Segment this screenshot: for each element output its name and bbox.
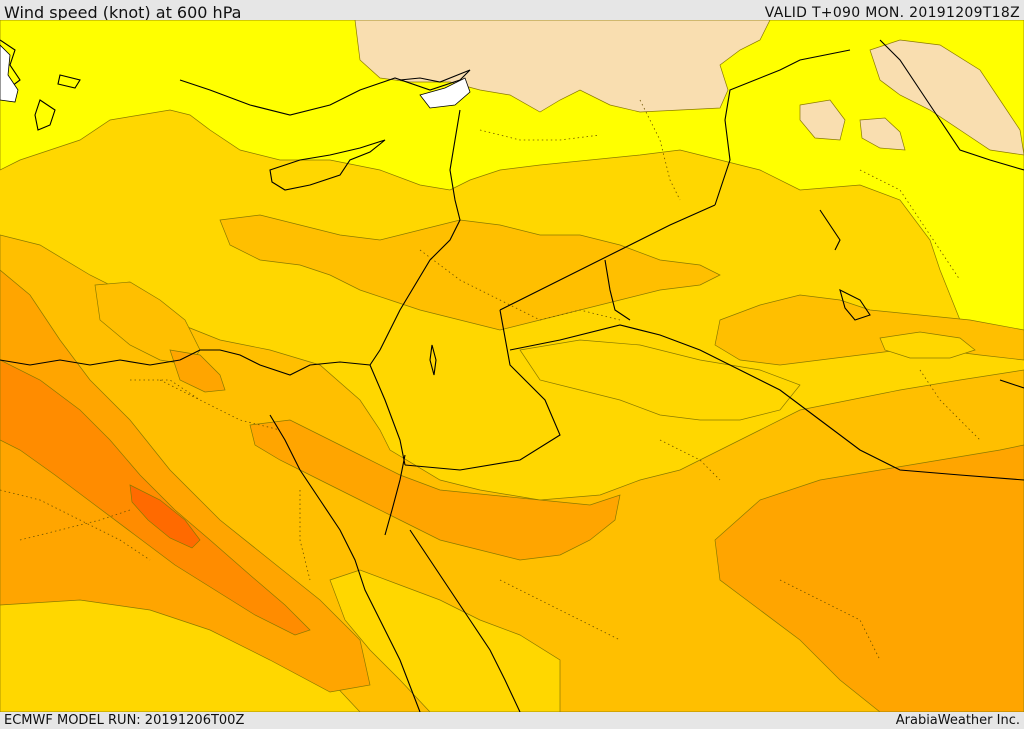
band-25-30-north [219, 214, 721, 331]
valid-time: VALID T+090 MON. 20191209T18Z [764, 5, 1020, 21]
calm-patch [419, 77, 471, 109]
band-30-35-patch [169, 349, 226, 393]
band-15-20 [0, 20, 1024, 351]
band-40-45 [129, 484, 201, 549]
band-10-15-east [869, 39, 1024, 156]
credit: ArabiaWeather Inc. [895, 713, 1020, 728]
band-10-15-patch [799, 99, 846, 141]
wind-speed-map[interactable] [0, 20, 1024, 712]
band-30-35-egypt [249, 419, 621, 561]
band-30-35 [0, 269, 371, 693]
band-20-25-sinai [329, 569, 561, 712]
header-bar: Wind speed (knot) at 600 hPa VALID T+090… [0, 0, 1024, 22]
band-10-15 [354, 20, 771, 113]
band-30-35-east [714, 444, 1024, 712]
model-run: ECMWF MODEL RUN: 20191206T00Z [4, 713, 245, 728]
calm-patch-west [0, 44, 19, 103]
band-20-25-patch [879, 331, 976, 359]
map-title: Wind speed (knot) at 600 hPa [4, 3, 242, 22]
footer-bar: ECMWF MODEL RUN: 20191206T00Z ArabiaWeat… [0, 712, 1024, 729]
band-10-15-patch2 [859, 117, 906, 151]
band-20-25-south [519, 339, 801, 421]
